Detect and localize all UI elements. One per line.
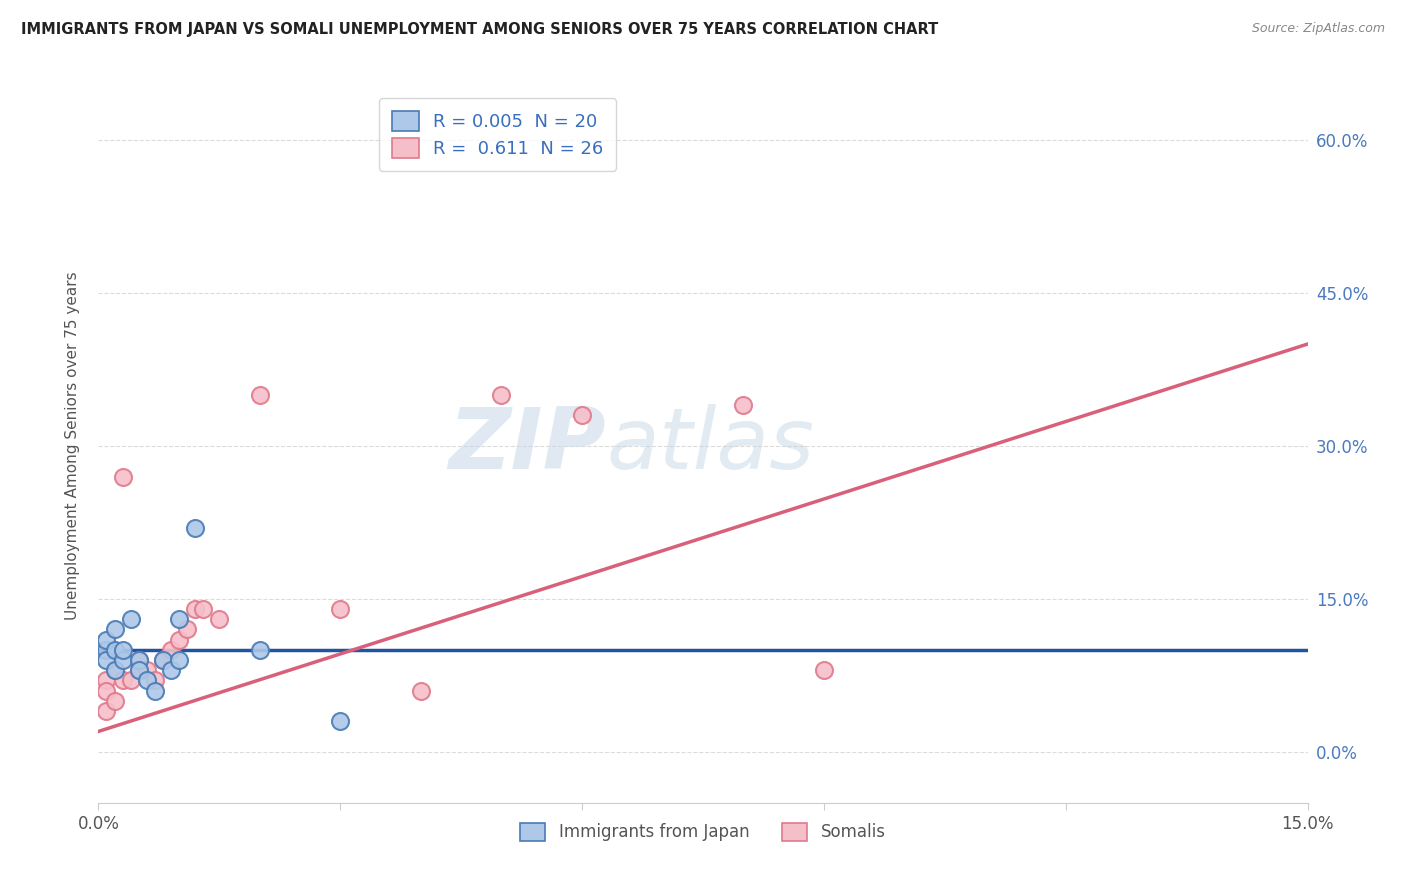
Point (111, 653, 134, 667)
Point (193, 602, 215, 616)
Text: ZIP: ZIP (449, 404, 606, 488)
Point (103, 694, 125, 708)
Point (128, 653, 150, 667)
Point (571, 409, 593, 423)
Point (184, 520, 207, 534)
Point (135, 663, 157, 677)
Point (329, 714, 352, 729)
Point (733, 398, 755, 412)
Point (96, 632, 118, 647)
Point (208, 612, 231, 626)
Text: Source: ZipAtlas.com: Source: ZipAtlas.com (1251, 22, 1385, 36)
Point (96, 683, 118, 698)
Y-axis label: Unemployment Among Seniors over 75 years: Unemployment Among Seniors over 75 years (65, 272, 80, 620)
Point (111, 469, 134, 483)
Point (103, 663, 125, 677)
Point (103, 643, 125, 657)
Point (103, 663, 125, 677)
Text: atlas: atlas (606, 404, 814, 488)
Point (120, 673, 142, 688)
Point (128, 653, 150, 667)
Point (128, 663, 150, 677)
Point (96, 673, 118, 688)
Point (111, 643, 134, 657)
Point (96, 704, 118, 718)
Point (167, 653, 190, 667)
Point (176, 623, 198, 637)
Point (167, 612, 190, 626)
Point (143, 673, 166, 688)
Point (128, 663, 150, 677)
Point (160, 643, 183, 657)
Point (135, 673, 157, 688)
Point (249, 643, 271, 657)
Point (152, 653, 174, 667)
Point (160, 663, 183, 677)
Point (813, 663, 835, 677)
Point (491, 388, 513, 402)
Point (167, 632, 190, 647)
Point (96, 643, 118, 657)
Point (143, 683, 166, 698)
Point (152, 653, 174, 667)
Point (103, 623, 125, 637)
Point (111, 673, 134, 688)
Point (329, 602, 352, 616)
Point (120, 612, 142, 626)
Point (409, 683, 432, 698)
Text: IMMIGRANTS FROM JAPAN VS SOMALI UNEMPLOYMENT AMONG SENIORS OVER 75 YEARS CORRELA: IMMIGRANTS FROM JAPAN VS SOMALI UNEMPLOY… (21, 22, 938, 37)
Point (96, 653, 118, 667)
Legend: Immigrants from Japan, Somalis: Immigrants from Japan, Somalis (513, 816, 893, 848)
Point (184, 602, 207, 616)
Point (249, 388, 271, 402)
